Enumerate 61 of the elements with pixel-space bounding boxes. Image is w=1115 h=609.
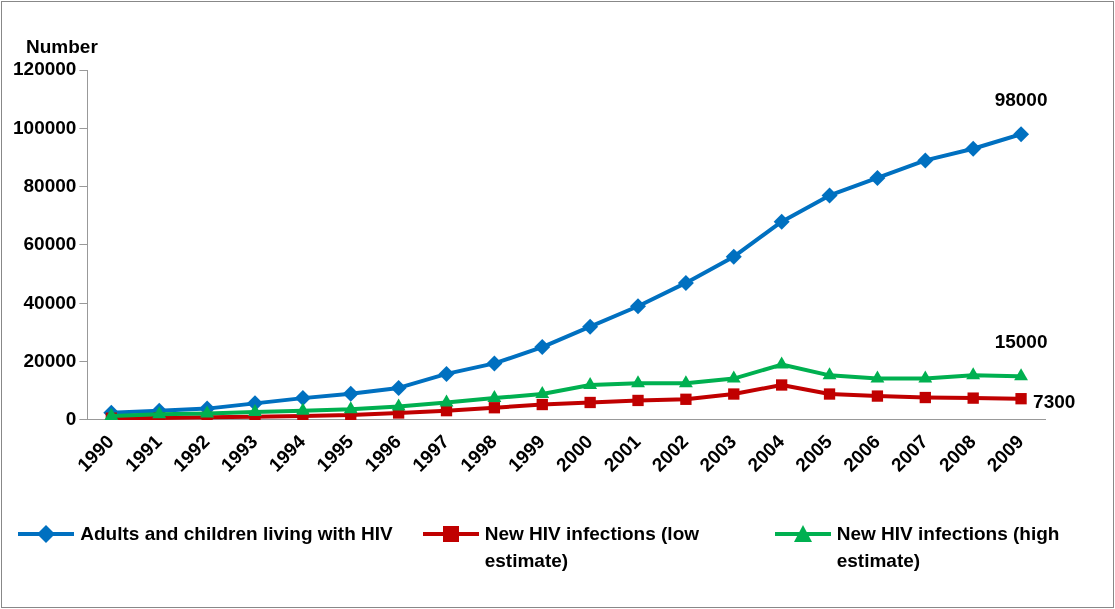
point — [1013, 126, 1030, 143]
point — [967, 392, 979, 404]
point — [776, 379, 788, 391]
y-tick-label: 40000 — [23, 291, 77, 313]
point — [871, 390, 884, 402]
point — [630, 298, 647, 315]
point — [774, 356, 789, 369]
point — [678, 375, 693, 388]
point — [342, 385, 359, 402]
legend-label: New HIV infections (high estimate) — [836, 522, 1061, 573]
point — [677, 274, 694, 291]
point — [822, 367, 837, 380]
point — [965, 140, 982, 157]
point — [728, 388, 740, 400]
point — [390, 379, 407, 396]
point — [582, 318, 599, 335]
point — [917, 152, 934, 169]
point — [680, 393, 692, 405]
y-tick-label: 60000 — [23, 233, 77, 255]
point — [343, 401, 358, 414]
point — [584, 396, 596, 409]
point — [1015, 393, 1027, 405]
data-label: 15000 — [994, 330, 1048, 352]
point — [391, 398, 406, 411]
point — [869, 169, 886, 186]
point — [583, 376, 598, 389]
point — [1014, 368, 1028, 381]
point — [438, 365, 455, 382]
point — [534, 339, 551, 356]
point — [536, 398, 548, 411]
point — [200, 405, 215, 418]
data-label: 7300 — [1033, 390, 1076, 412]
point — [486, 355, 503, 372]
legend-label: New HIV infections (low estimate) — [484, 522, 701, 573]
y-tick-label: 0 — [65, 408, 77, 430]
point — [488, 402, 501, 414]
point — [248, 404, 262, 417]
point — [295, 402, 310, 415]
y-tick-label: 80000 — [23, 174, 77, 196]
point — [294, 390, 311, 407]
point — [535, 386, 550, 399]
y-tick-label: 100000 — [13, 116, 77, 138]
point — [439, 394, 454, 407]
point — [726, 370, 741, 383]
point — [821, 187, 838, 204]
point — [919, 391, 931, 404]
y-tick-label: 120000 — [13, 58, 77, 80]
legend-label: Adults and children living with HIV — [80, 522, 393, 546]
point — [632, 394, 644, 407]
point — [725, 248, 742, 265]
point — [487, 390, 502, 403]
point — [823, 388, 836, 400]
y-axis-title: Number — [26, 36, 98, 58]
point — [152, 406, 167, 419]
y-tick-label: 20000 — [23, 349, 77, 371]
point — [631, 375, 645, 388]
data-label: 98000 — [994, 88, 1048, 110]
point — [773, 213, 790, 230]
point — [966, 367, 981, 380]
point — [870, 370, 885, 383]
point — [918, 370, 933, 383]
